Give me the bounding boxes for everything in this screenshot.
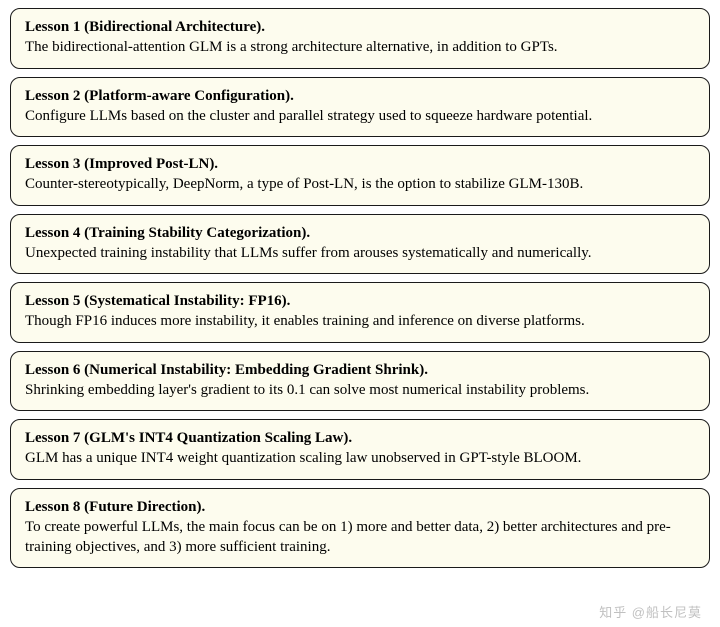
lesson-card: Lesson 1 (Bidirectional Architecture). T… bbox=[10, 8, 710, 69]
lesson-card: Lesson 6 (Numerical Instability: Embeddi… bbox=[10, 351, 710, 412]
lesson-title: Lesson 8 (Future Direction). bbox=[25, 499, 205, 515]
lesson-card: Lesson 8 (Future Direction). To create p… bbox=[10, 488, 710, 569]
lesson-body: Though FP16 induces more instability, it… bbox=[25, 311, 695, 331]
lesson-body: Unexpected training instability that LLM… bbox=[25, 243, 695, 263]
lesson-title: Lesson 4 (Training Stability Categorizat… bbox=[25, 225, 310, 241]
lesson-title: Lesson 2 (Platform-aware Configuration). bbox=[25, 88, 294, 104]
lesson-body: The bidirectional-attention GLM is a str… bbox=[25, 37, 695, 57]
lessons-container: Lesson 1 (Bidirectional Architecture). T… bbox=[10, 8, 710, 568]
watermark: 知乎 @船长尼莫 bbox=[599, 602, 702, 621]
lesson-card: Lesson 3 (Improved Post-LN). Counter-ste… bbox=[10, 145, 710, 206]
lesson-card: Lesson 7 (GLM's INT4 Quantization Scalin… bbox=[10, 419, 710, 480]
lesson-title: Lesson 1 (Bidirectional Architecture). bbox=[25, 19, 265, 35]
lesson-body: Configure LLMs based on the cluster and … bbox=[25, 106, 695, 126]
lesson-card: Lesson 2 (Platform-aware Configuration).… bbox=[10, 77, 710, 138]
lesson-title: Lesson 6 (Numerical Instability: Embeddi… bbox=[25, 362, 428, 378]
lesson-body: GLM has a unique INT4 weight quantizatio… bbox=[25, 448, 695, 468]
lesson-body: To create powerful LLMs, the main focus … bbox=[25, 517, 695, 558]
lesson-body: Shrinking embedding layer's gradient to … bbox=[25, 380, 695, 400]
lesson-body: Counter-stereotypically, DeepNorm, a typ… bbox=[25, 174, 695, 194]
lesson-title: Lesson 5 (Systematical Instability: FP16… bbox=[25, 293, 290, 309]
lesson-card: Lesson 5 (Systematical Instability: FP16… bbox=[10, 282, 710, 343]
lesson-card: Lesson 4 (Training Stability Categorizat… bbox=[10, 214, 710, 275]
lesson-title: Lesson 3 (Improved Post-LN). bbox=[25, 156, 218, 172]
lesson-title: Lesson 7 (GLM's INT4 Quantization Scalin… bbox=[25, 430, 352, 446]
